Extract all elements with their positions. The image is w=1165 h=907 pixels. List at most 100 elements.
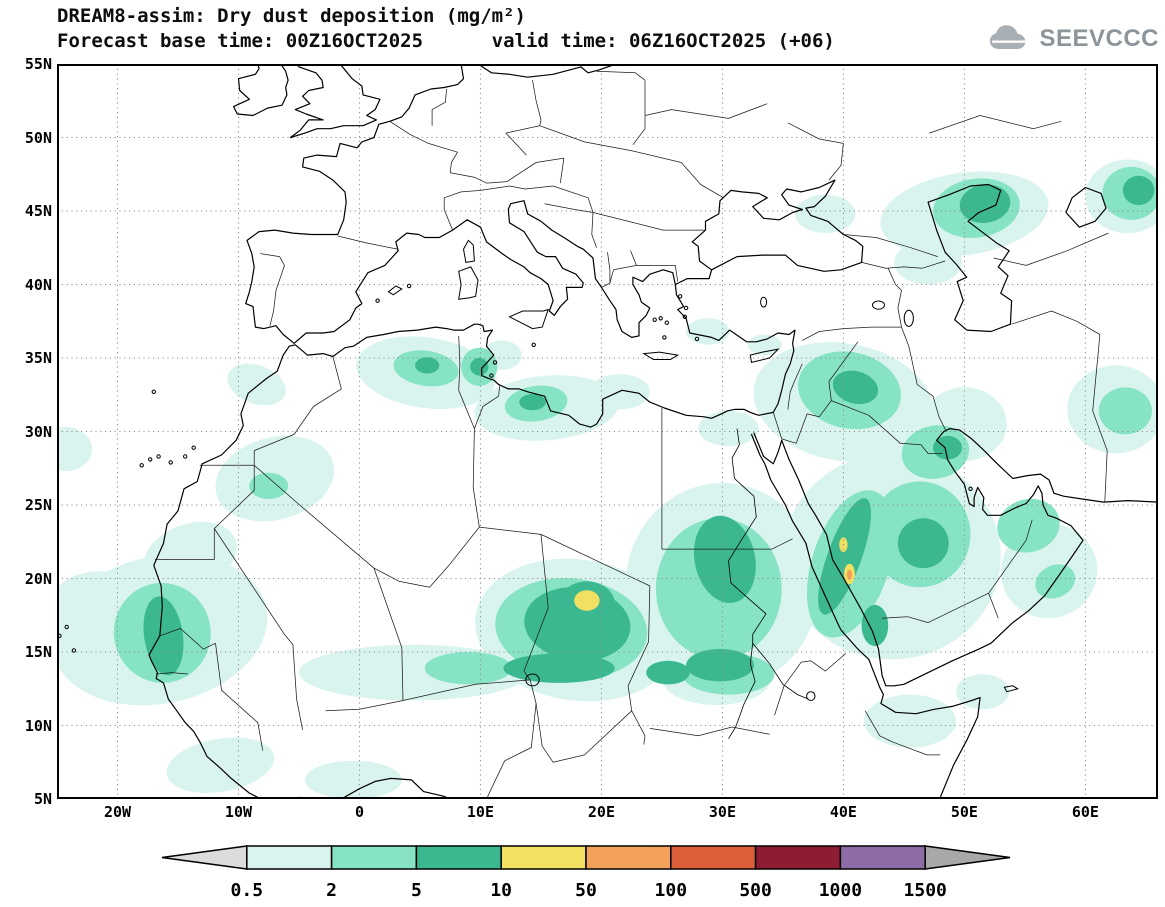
dust-region-level-5 [846,569,853,580]
coastline [691,189,803,271]
map-svg [57,64,1158,799]
small-island [694,336,700,342]
colorbar-segment-3 [415,845,502,870]
small-island [151,389,157,394]
coastline [753,432,783,465]
country-border [901,326,947,432]
country-border [801,653,847,672]
lake-outline [760,296,768,308]
country-border [988,593,999,619]
dust-region-level-3 [646,660,690,685]
lake-outline [525,673,540,687]
island-outline [642,351,680,360]
dust-region-level-4 [574,590,600,611]
country-border [458,335,475,429]
basemap [57,64,1158,799]
country-border [864,710,941,756]
dust-region-level-1 [795,194,856,233]
colorbar-segment-7 [754,845,842,870]
chart-subtitle: Forecast base time: 00Z16OCT2025 valid t… [57,30,835,52]
country-border [1092,334,1108,503]
lon-tick-label: 30E [708,803,736,821]
country-border [831,400,943,454]
country-border [649,726,770,737]
country-border [993,232,1109,266]
coastline [927,183,1013,333]
island-outline [458,266,479,300]
dust-region-level-3 [959,184,1011,223]
country-border [253,428,480,588]
colorbar-label: 500 [739,880,772,901]
coastline [293,200,676,344]
lat-tick-label: 45N [24,202,52,220]
map-frame [57,64,1158,799]
small-island [168,460,173,465]
country-border [1011,310,1101,335]
dust-region-level-2 [424,652,512,685]
coastline [674,269,713,286]
lon-tick-label: 0 [354,803,364,821]
dust-region-level-3 [519,394,546,411]
country-border [596,70,646,81]
dust-region-level-3 [693,515,756,603]
small-island [968,486,973,491]
country-border [929,115,1062,134]
small-island [139,463,144,468]
country-border [253,356,342,466]
country-border [213,528,303,730]
dust-region-level-3 [503,653,615,683]
dust-region-level-3 [470,358,489,376]
cloud-icon [990,25,1027,49]
country-border [337,235,399,250]
country-border [450,157,564,184]
lat-tick-label: 35N [24,349,52,367]
country-border [787,363,803,410]
colorbar-label: 100 [655,880,688,901]
coastline [781,179,836,211]
lake-outline [872,300,885,310]
country-border [215,643,264,751]
country-border [988,519,1033,594]
lon-tick-label: 20E [587,803,615,821]
dust-region-level-3 [1122,175,1155,206]
country-border [828,341,859,382]
colorbar-segment-5 [585,845,672,870]
small-island [406,283,412,289]
logo-label: SEEVCCC [1039,25,1159,52]
country-border [159,628,216,650]
lon-tick-label: 40E [829,803,857,821]
country-border [644,103,768,119]
coastline [289,64,381,139]
country-border [774,662,802,716]
country-border [260,253,285,326]
colorbar-label: 1000 [819,880,862,901]
lat-tick-label: 30N [24,422,52,441]
lat-tick-label: 20N [24,569,52,588]
coastline [710,254,863,272]
lon-tick-label: 60E [1071,803,1099,821]
dust-region-level-3 [897,518,949,569]
dust-region-level-1 [143,521,237,591]
dust-region-level-1 [166,737,275,793]
country-border [559,158,565,184]
country-border [630,250,679,282]
island-outline [387,285,403,296]
country-border [861,260,946,269]
island-outline [749,348,780,364]
country-border [539,125,724,199]
coastline [288,283,796,428]
small-island [156,454,161,459]
coastline [245,64,465,344]
colorbar-segment-6 [670,845,757,870]
lat-tick-label: 55N [24,55,52,73]
lat-tick-label: 50N [24,128,52,147]
lon-tick-label: 50E [950,803,978,821]
small-island [375,298,380,303]
country-border [156,672,188,675]
coastline [148,345,290,799]
dust-shading [57,159,1158,799]
country-border [661,538,793,550]
country-border [552,185,597,248]
lake-outline [806,691,816,701]
